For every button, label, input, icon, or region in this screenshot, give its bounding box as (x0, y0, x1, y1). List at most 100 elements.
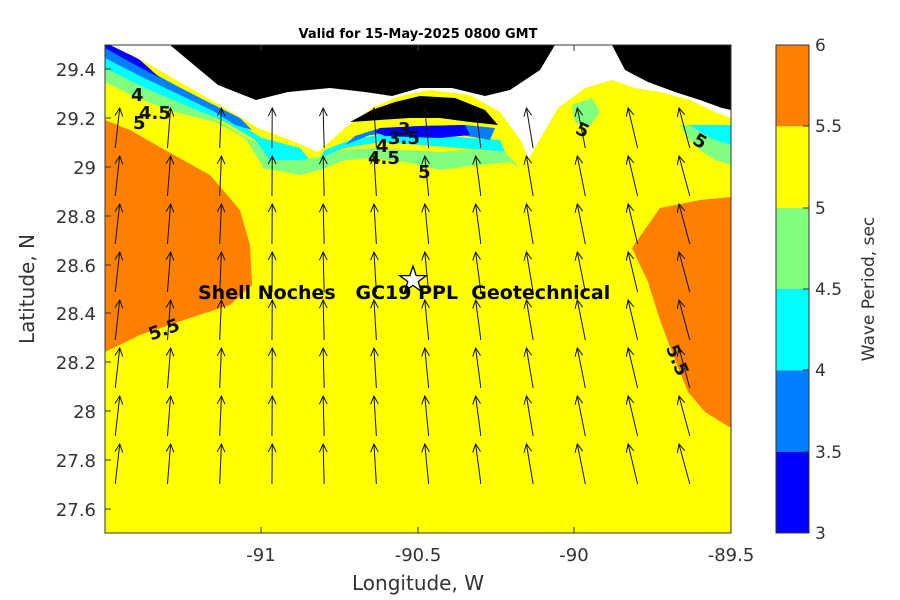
direction-arrow (678, 107, 691, 149)
direction-arrowhead (165, 250, 175, 261)
direction-arrowhead (421, 202, 430, 213)
direction-arrowhead (370, 154, 379, 165)
direction-arrowhead (267, 394, 277, 405)
direction-arrowhead (370, 442, 379, 453)
direction-arrow (576, 299, 586, 341)
direction-arrowhead (574, 106, 584, 117)
direction-arrow (114, 107, 121, 149)
direction-arrowhead (114, 394, 124, 405)
direction-arrowhead (165, 442, 175, 453)
colorbar-swatch (776, 370, 809, 452)
direction-arrow (219, 203, 222, 245)
direction-arrowhead (318, 106, 328, 117)
direction-arrow (627, 347, 639, 389)
direction-arrow (219, 299, 222, 341)
direction-arrowhead (625, 394, 635, 405)
direction-arrow (475, 203, 482, 245)
direction-arrowhead (165, 346, 175, 357)
colorbar-tick-label: 4 (815, 361, 826, 381)
direction-arrowhead (676, 106, 686, 117)
direction-arrowhead (165, 298, 175, 309)
direction-arrow (576, 251, 586, 293)
direction-arrowhead (421, 442, 430, 453)
direction-arrow (678, 443, 691, 485)
direction-arrowhead (370, 298, 379, 309)
direction-arrow (166, 155, 172, 197)
x-tick-label: -90 (559, 545, 588, 566)
y-tick-label: 27.6 (56, 500, 96, 521)
direction-arrowhead (267, 106, 277, 117)
direction-arrowhead (267, 250, 277, 261)
direction-arrow (424, 443, 430, 485)
direction-arrowhead (421, 298, 430, 309)
direction-arrow (424, 203, 430, 245)
direction-arrowhead (625, 442, 635, 453)
direction-arrow (525, 251, 534, 293)
direction-arrow (576, 155, 586, 197)
direction-arrow (627, 203, 639, 245)
direction-arrowhead (267, 154, 277, 165)
direction-arrow (424, 251, 430, 293)
map-area: 4 4.5 5 3 3.5 4 4.5 5 5 5 5.5 5.5 Shell … (104, 44, 732, 534)
direction-arrow (373, 443, 377, 485)
colorbar-tick-label: 6 (815, 36, 826, 56)
direction-arrow (627, 395, 639, 437)
x-tick-label: -89.5 (708, 545, 755, 566)
direction-arrow (576, 347, 586, 389)
direction-arrow (114, 299, 121, 341)
direction-arrow (166, 107, 172, 149)
direction-arrowhead (114, 346, 124, 357)
land-area-east (612, 45, 731, 110)
colorbar-swatch (776, 207, 809, 289)
direction-arrow (627, 251, 639, 293)
site-marker (397, 263, 429, 293)
direction-arrow (114, 251, 121, 293)
direction-arrowhead (574, 394, 584, 405)
direction-arrowhead (625, 154, 635, 165)
period-field-east-small-4.5-5 (572, 98, 600, 128)
x-tick-label: -91 (246, 545, 275, 566)
direction-arrowhead (370, 106, 379, 117)
direction-arrow (373, 155, 377, 197)
direction-arrowhead (318, 442, 328, 453)
direction-arrow (114, 347, 121, 389)
direction-arrow (322, 443, 325, 485)
star-icon (397, 263, 429, 293)
direction-arrowhead (472, 202, 481, 213)
direction-arrowhead (216, 250, 226, 261)
direction-arrowhead (318, 202, 328, 213)
direction-arrowhead (318, 298, 328, 309)
colorbar-swatch (776, 45, 809, 127)
direction-arrowhead (114, 442, 124, 453)
colorbar-swatch (776, 451, 809, 533)
direction-arrowhead (114, 154, 124, 165)
direction-arrowhead (267, 346, 277, 357)
direction-arrowhead (318, 346, 328, 357)
direction-arrow (627, 299, 639, 341)
direction-arrowhead (114, 250, 124, 261)
direction-arrow (475, 395, 482, 437)
direction-arrowhead (625, 202, 635, 213)
direction-arrow (525, 443, 534, 485)
direction-arrow (475, 107, 482, 149)
direction-arrowhead (625, 298, 635, 309)
direction-arrow (219, 347, 222, 389)
direction-arrow (322, 299, 325, 341)
direction-arrow (678, 155, 691, 197)
direction-arrowhead (370, 250, 379, 261)
direction-arrowhead (523, 202, 533, 213)
direction-arrowhead (574, 202, 584, 213)
direction-arrowhead (472, 442, 481, 453)
direction-arrowhead (370, 394, 379, 405)
direction-arrowhead (370, 346, 379, 357)
contour-label-center-5: 5 (418, 162, 431, 183)
direction-arrow (114, 203, 121, 245)
period-field-center-4.5-5 (262, 148, 520, 175)
y-tick-label: 27.8 (56, 451, 96, 472)
direction-arrowhead (114, 106, 124, 117)
direction-arrow (525, 347, 534, 389)
direction-arrowhead (421, 154, 430, 165)
direction-arrow (475, 443, 482, 485)
direction-arrowhead (318, 394, 328, 405)
